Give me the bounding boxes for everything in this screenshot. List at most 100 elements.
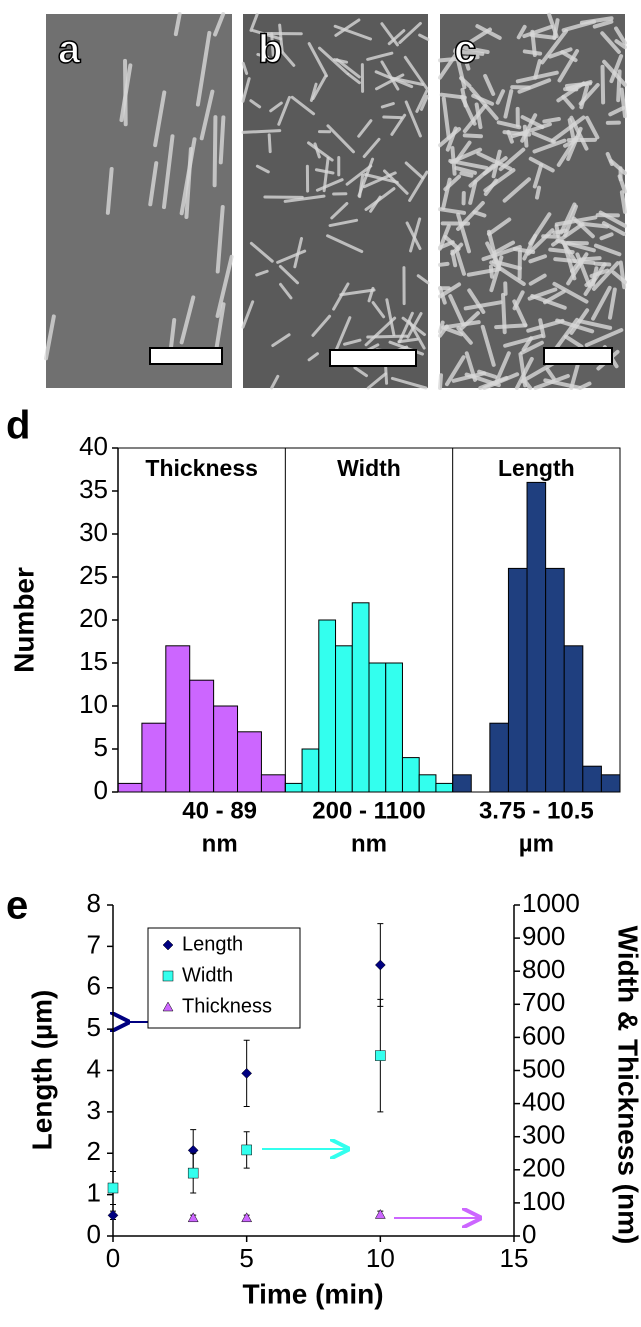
y-tick-label: 5 [94, 732, 108, 762]
nanowire [567, 83, 590, 86]
scale-bar [150, 348, 222, 364]
bar [419, 775, 436, 792]
y-tick-label: 4 [87, 1053, 101, 1083]
y-tick-label: 25 [79, 560, 108, 590]
data-point [188, 1213, 198, 1222]
nanowire [440, 375, 441, 388]
legend-label: Thickness [182, 995, 272, 1017]
y-axis-label: Number [8, 567, 39, 673]
nanowire [461, 173, 471, 175]
bar [285, 783, 302, 792]
y-tick-label: 15 [79, 646, 108, 676]
data-point [188, 1168, 198, 1178]
nanowire [221, 117, 224, 162]
panel-label: d [6, 404, 30, 448]
nanowire [384, 117, 401, 118]
range-label: 40 - 89 [182, 797, 257, 824]
bar [601, 775, 620, 792]
group-label: Width [337, 455, 401, 481]
y-tick-label: 2 [87, 1136, 101, 1166]
y-tick-label: 30 [79, 517, 108, 547]
nanowire [215, 117, 216, 185]
nanowire [386, 368, 387, 384]
bar [261, 775, 285, 792]
y2-tick-label: 1000 [522, 888, 580, 918]
nanowire [544, 119, 559, 121]
y2-axis-label: Width & Thickness (nm) [613, 926, 641, 1245]
bar [527, 482, 546, 792]
y-tick-label: 1 [87, 1178, 101, 1208]
data-point [242, 1145, 252, 1155]
y-tick-label: 5 [87, 1012, 101, 1042]
data-point [108, 1210, 118, 1220]
nanowire [525, 51, 540, 53]
group-label: Length [498, 455, 575, 481]
y2-tick-label: 100 [522, 1186, 565, 1216]
bar [546, 568, 565, 792]
bar [214, 706, 238, 792]
nanowire [440, 264, 448, 265]
legend-label: Length [182, 933, 243, 955]
x-tick-label: 10 [366, 1243, 395, 1273]
bar [336, 646, 353, 792]
nanowire [496, 325, 525, 327]
bar [402, 758, 419, 792]
y-axis-label: Length (µm) [26, 990, 57, 1151]
bar [238, 732, 262, 792]
scale-bar [330, 350, 416, 366]
bar [369, 663, 386, 792]
unit-label: nm [202, 830, 238, 857]
nanowire [503, 295, 505, 332]
nanowire [525, 127, 527, 146]
nanowire [243, 131, 280, 133]
nanowire [269, 135, 270, 152]
legend-marker [163, 971, 173, 981]
y-tick-label: 10 [79, 689, 108, 719]
y2-tick-label: 900 [522, 921, 565, 951]
unit-label: µm [519, 830, 554, 857]
y-tick-label: 3 [87, 1095, 101, 1125]
data-point [242, 1068, 252, 1078]
y-tick-label: 7 [87, 929, 101, 959]
panel-label: a [58, 28, 81, 72]
bar [508, 568, 527, 792]
nanowire [603, 67, 604, 103]
panel-label: c [454, 28, 476, 72]
bar [190, 680, 214, 792]
bar [564, 646, 583, 792]
nanowire [537, 188, 539, 198]
y-tick-label: 0 [87, 1219, 101, 1249]
data-point [242, 1213, 252, 1222]
scale-bar [544, 348, 612, 364]
y2-tick-label: 700 [522, 987, 565, 1017]
range-label: 3.75 - 10.5 [479, 797, 594, 824]
bar [166, 646, 190, 792]
x-tick-label: 15 [500, 1243, 529, 1273]
y2-tick-label: 200 [522, 1153, 565, 1183]
bar [319, 620, 336, 792]
bar [436, 783, 453, 792]
panel-label: b [258, 28, 282, 72]
bar [302, 749, 319, 792]
bar [142, 723, 166, 792]
y-tick-label: 0 [94, 775, 108, 805]
bar [583, 766, 602, 792]
y-tick-label: 8 [87, 888, 101, 918]
unit-label: nm [351, 830, 387, 857]
bar [453, 775, 472, 792]
data-point [108, 1183, 118, 1193]
panel-label: e [6, 884, 28, 928]
data-point [375, 1051, 385, 1061]
y-tick-label: 35 [79, 474, 108, 504]
y2-tick-label: 800 [522, 954, 565, 984]
bar [386, 663, 403, 792]
x-tick-label: 5 [239, 1243, 253, 1273]
y2-tick-label: 600 [522, 1020, 565, 1050]
range-label: 200 - 1100 [312, 797, 425, 824]
data-point [375, 1209, 385, 1218]
sem-images [46, 14, 625, 388]
legend-label: Width [182, 964, 233, 986]
y-tick-label: 40 [79, 431, 108, 461]
